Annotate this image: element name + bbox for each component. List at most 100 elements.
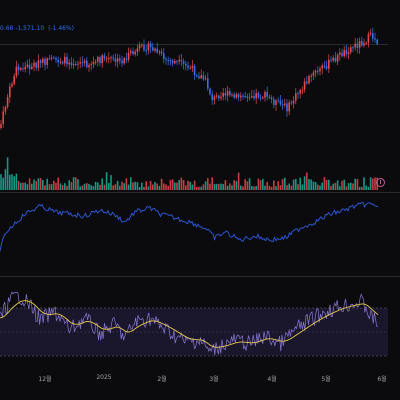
time-label-apr: 4월 — [267, 376, 277, 383]
volume-bar — [178, 179, 180, 190]
volume-bar — [233, 180, 235, 190]
volume-bar — [193, 180, 196, 190]
volume-bar — [70, 182, 73, 190]
volume-bar — [251, 186, 253, 190]
candle-body — [178, 59, 180, 62]
volume-bar — [88, 183, 90, 190]
volume-bar — [26, 184, 29, 190]
candle-body — [330, 59, 332, 61]
candle-body — [46, 58, 48, 65]
volume-bar — [292, 179, 295, 190]
candle-body — [240, 95, 242, 98]
candle-body — [328, 59, 330, 69]
volume-bar — [15, 173, 18, 190]
candle-body — [266, 92, 268, 97]
volume-bar — [174, 182, 176, 190]
candlestick-series — [0, 27, 378, 130]
scroll-to-latest-icon[interactable] — [376, 178, 385, 187]
volume-bar — [200, 186, 202, 190]
volume-bar — [336, 180, 339, 190]
volume-bar — [79, 186, 81, 190]
candle-body — [134, 51, 136, 55]
volume-bar — [277, 181, 279, 190]
chart-header — [0, 0, 400, 44]
volume-bar — [262, 178, 264, 190]
candle-body — [156, 48, 158, 53]
volume-series — [0, 157, 378, 190]
candle-body — [64, 56, 66, 64]
candle-body — [233, 94, 235, 98]
volume-bar — [308, 179, 310, 190]
volume-bar — [81, 185, 84, 190]
candle-body — [200, 75, 202, 79]
candle-body — [185, 63, 187, 66]
volume-bar — [361, 186, 363, 190]
volume-bar — [39, 178, 42, 190]
volume-bar — [248, 178, 251, 190]
volume-bar — [149, 181, 152, 190]
candle-body — [28, 64, 31, 69]
volume-bar — [108, 182, 110, 190]
candle-body — [81, 62, 84, 64]
volume-bar — [339, 186, 341, 190]
candle-body — [376, 39, 378, 44]
volume-bar — [180, 177, 183, 190]
candle-body — [372, 33, 374, 39]
candle-body — [2, 111, 4, 124]
candle-body — [211, 94, 213, 101]
volume-bar — [99, 184, 101, 190]
volume-bar — [334, 182, 337, 190]
volume-bar — [48, 184, 51, 190]
volume-bar — [290, 185, 293, 190]
candle-body — [110, 57, 112, 59]
volume-bar — [22, 182, 24, 190]
candle-body — [299, 90, 301, 94]
volume-bar — [77, 179, 79, 190]
volume-bar — [266, 181, 268, 190]
candle-body — [246, 96, 249, 98]
candle-body — [59, 61, 62, 63]
candle-body — [292, 100, 295, 104]
candle-body — [174, 61, 176, 64]
candle-body — [136, 48, 139, 52]
candle-body — [72, 64, 75, 66]
candle-body — [286, 103, 288, 112]
volume-bar — [215, 183, 218, 190]
volume-divider — [0, 192, 400, 193]
volume-bar — [86, 183, 88, 190]
candle-body — [248, 97, 251, 99]
candle-body — [268, 96, 271, 98]
candle-body — [259, 97, 262, 99]
volume-bar — [13, 176, 15, 190]
candle-body — [141, 44, 143, 46]
volume-bar — [46, 178, 48, 190]
volume-bar — [284, 177, 286, 190]
volume-bar — [57, 177, 59, 190]
candle-body — [127, 52, 130, 60]
candle-body — [66, 56, 68, 65]
candle-body — [138, 45, 141, 49]
candle-body — [101, 55, 103, 64]
volume-bar — [374, 177, 376, 190]
volume-bar — [275, 186, 277, 190]
candle-body — [61, 61, 64, 64]
time-label-2025: 2025 — [96, 374, 112, 381]
line-indicator — [0, 201, 379, 252]
candle-body — [367, 34, 370, 43]
candle-body — [143, 44, 145, 51]
candle-body — [77, 63, 79, 65]
candle-body — [275, 100, 277, 105]
volume-bar — [301, 184, 304, 190]
candle-body — [209, 88, 211, 95]
volume-bar — [231, 185, 233, 190]
volume-bar — [114, 184, 117, 190]
volume-bar — [341, 180, 343, 190]
candle-body — [218, 95, 220, 99]
candle-body — [343, 50, 345, 57]
volume-bar — [369, 177, 372, 190]
volume-bar — [356, 178, 359, 190]
volume-bar — [145, 181, 147, 190]
candle-body — [325, 66, 328, 69]
candle-body — [167, 59, 169, 61]
